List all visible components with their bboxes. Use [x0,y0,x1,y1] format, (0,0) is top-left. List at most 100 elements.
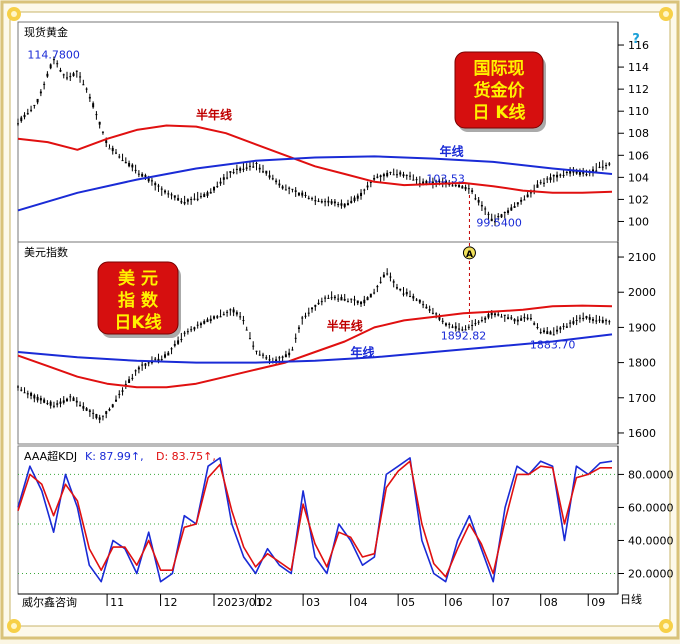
candle-body [23,392,26,394]
candle-body [487,213,490,215]
candle-body [513,206,516,208]
candle-body [190,198,193,200]
series-K [17,457,613,583]
candle-body [180,201,183,203]
candle-body [360,301,363,305]
line-年线 [17,155,613,212]
candle-body [69,76,72,78]
period-label[interactable]: 日线 [620,592,642,606]
candle-body [281,356,284,358]
candle-body [141,173,144,177]
line-D [17,460,612,578]
candle-body [578,171,581,175]
candle-body [268,175,271,178]
candle-body [399,288,402,291]
candle-body [435,181,438,183]
candle-body [164,354,167,358]
candle-body [510,317,513,319]
badge-bg [97,261,179,335]
candle-body [431,312,434,314]
candle-body [226,177,229,179]
series-半年线 [17,124,613,194]
candle-body [105,411,108,415]
candle-body [497,216,500,218]
help-icon[interactable]: ? [632,32,640,47]
annotation: 1883.70 [530,339,576,352]
annotation: 99.5400 [476,217,522,230]
candle-body [542,182,545,184]
candle-body [137,367,140,370]
candle-body [350,298,353,300]
candle-body [17,123,19,125]
candle-body [382,274,385,278]
candle-body [330,201,333,204]
candle-body [533,323,536,325]
y-tick-label: 1700 [628,392,656,405]
candle-body [173,344,176,346]
candle-body [59,69,62,72]
candle-body [101,131,104,133]
candle-body [160,188,163,190]
marker-label: A [466,250,473,260]
y-tick-label: 1900 [628,321,656,334]
candle-body [239,316,242,318]
candle-body [56,63,59,65]
candle-body [405,174,408,176]
candle-body [588,317,591,320]
candle-body [324,201,327,203]
candle-body [536,327,539,329]
y-axis: 100 102 104 106 108 110 112 114 116 [617,22,649,242]
candle-body [549,177,552,181]
candle-body [595,320,598,322]
candle-body [520,199,523,202]
candle-body [245,329,248,331]
candle-body [297,192,300,196]
candle-body [373,292,376,294]
line-半年线 [17,304,613,389]
candle-body [26,393,29,395]
candle-body [278,357,281,359]
candle-body [59,401,62,404]
candle-body [177,198,180,201]
candle-body [529,192,532,194]
candle-body [304,315,307,317]
candle-body [275,180,278,183]
candle-body [229,309,232,311]
x-tick-label: 威尔鑫咨询 [22,595,77,609]
candle-body [542,330,545,333]
candle-body [291,188,294,190]
candle-body [294,190,297,192]
candle-body [422,181,425,184]
candle-body [425,180,428,184]
candle-body [154,358,157,360]
candle-body [196,324,199,326]
candle-body [85,408,88,411]
candle-body [33,395,36,399]
candle-body [150,361,153,364]
candle-body [294,337,297,339]
candle-body [503,212,506,214]
candle-body [235,168,238,170]
candle-body [585,174,588,176]
y-tick-label: 1800 [628,357,656,370]
candle-body [180,339,183,341]
candle-body [141,364,144,366]
candle-body [350,200,353,203]
candle-body [386,273,389,275]
candle-body [591,319,594,321]
annotation: 年线 [351,344,375,359]
candle-body [507,210,510,213]
candle-body [451,326,454,328]
candle-body [284,189,287,191]
candle-body [30,392,33,396]
candle-body [203,194,206,198]
candle-body [471,190,474,192]
candle-body [386,172,389,177]
candle-body [160,359,163,361]
candle-body [497,314,500,316]
candle-body [474,323,477,325]
candle-body [366,297,369,301]
candle-body [402,293,405,295]
